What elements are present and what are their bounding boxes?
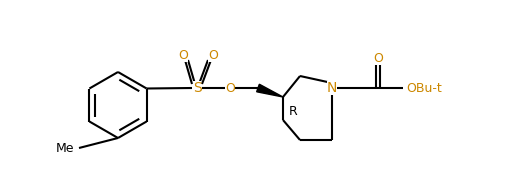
Text: N: N (327, 81, 337, 95)
Text: O: O (225, 82, 235, 95)
Text: O: O (373, 51, 383, 65)
Text: R: R (289, 105, 297, 117)
Polygon shape (256, 84, 283, 97)
Text: S: S (193, 81, 201, 95)
Text: O: O (208, 48, 218, 61)
Text: Me: Me (56, 142, 74, 154)
Text: O: O (178, 48, 188, 61)
Text: OBu-t: OBu-t (406, 82, 442, 95)
